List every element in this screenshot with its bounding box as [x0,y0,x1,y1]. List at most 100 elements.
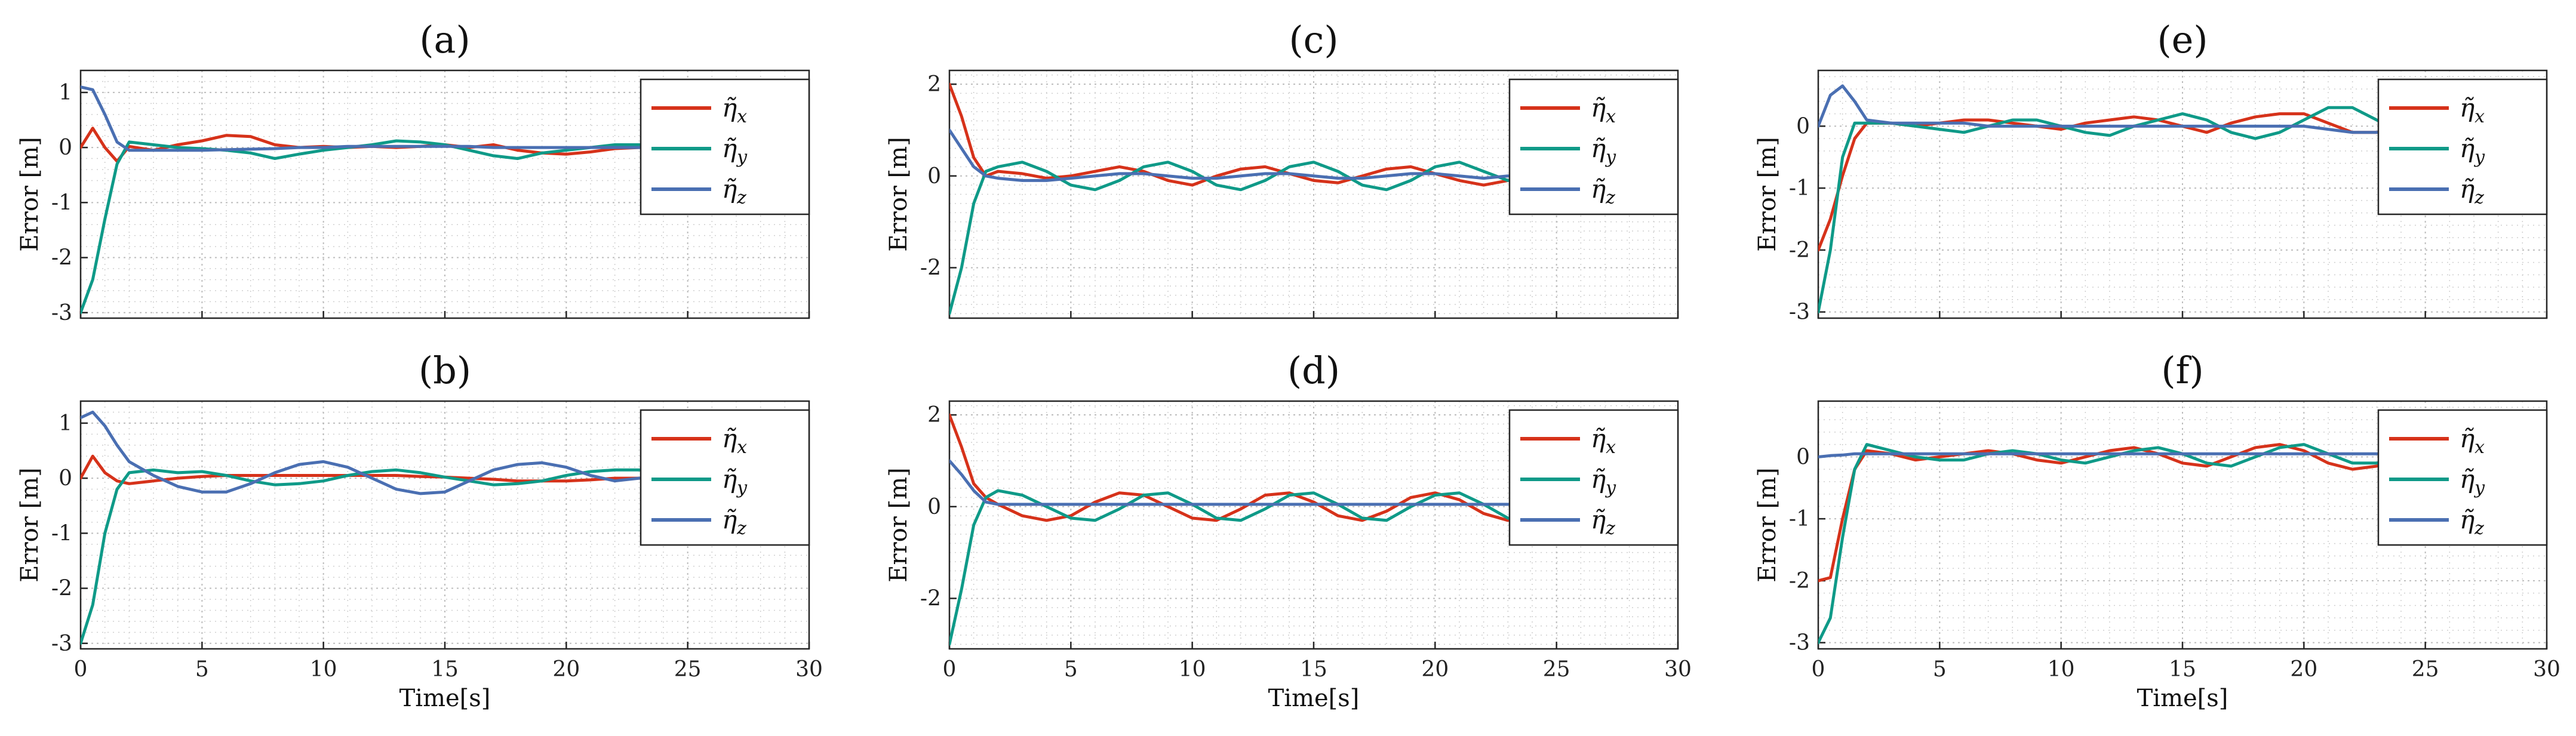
chart-panel-e: -3 -2 -1 0 (e) Error [m] η̃x η̃y η̃z [1754,18,2548,325]
legend-entry: η̃x [2460,424,2485,458]
x-tick-label: 10 [2048,657,2075,682]
y-tick-label: -2 [1789,238,1810,263]
chart-title: (c) [1289,18,1338,61]
y-tick-label: 0 [1796,445,1810,469]
legend-entry: η̃y [2460,134,2485,168]
y-tick-label: -3 [51,301,72,325]
legend-box [2377,78,2548,215]
x-tick-label: 0 [943,657,957,682]
x-tick-label: 15 [2169,657,2196,682]
y-tick-label: 1 [59,81,72,105]
y-axis-label: Error [m] [1754,137,1781,252]
x-tick-label: 10 [1179,657,1206,682]
y-tick-label: -2 [920,255,941,280]
series-line-x [949,413,1534,522]
y-tick-label: -2 [920,586,941,611]
y-tick-label: 1 [59,411,72,436]
x-tick-label: 25 [1543,657,1570,682]
y-axis-label: Error [m] [16,467,44,583]
y-axis-label: Error [m] [885,467,912,583]
y-axis-label: Error [m] [1754,467,1781,583]
x-tick-label: 5 [195,657,209,682]
legend-entry: η̃y [1591,134,1616,168]
y-tick-label: -1 [51,190,72,215]
x-tick-label: 30 [795,657,823,682]
y-tick-label: -2 [51,246,72,270]
y-tick-label: 0 [1796,114,1810,138]
x-tick-label: 15 [431,657,459,682]
y-tick-label: 2 [927,72,941,97]
x-tick-label: 0 [74,657,88,682]
chart-title: (a) [419,18,470,61]
x-tick-label: 10 [310,657,337,682]
series-line-z [81,410,665,495]
x-tick-label: 0 [1812,657,1825,682]
series-line-z [1818,452,2403,458]
x-tick-label: 20 [552,657,580,682]
series-line-y [949,489,1534,646]
legend-entry: η̃x [722,424,747,458]
chart-title: (d) [1287,349,1340,392]
legend-entry: η̃y [722,134,748,168]
y-tick-label: -1 [1789,507,1810,531]
legend-entry: η̃z [722,174,746,208]
y-tick-label: -2 [1789,569,1810,593]
series-line-y [949,161,1534,315]
x-tick-label: 20 [1421,657,1449,682]
x-tick-label: 15 [1300,657,1327,682]
y-axis-label: Error [m] [885,137,912,252]
y-tick-label: 0 [59,136,72,160]
legend-entry: η̃z [2460,174,2484,208]
chart-panel-d: 0 5 10 15 20 25 30 -2 0 2 (d) Error [m] Time[s] η̃x η̃… [885,349,1692,712]
x-tick-label: 25 [2412,657,2439,682]
legend-entry: η̃z [1591,174,1615,208]
series-line-y [1818,443,2403,645]
legend-entry: η̃y [1591,464,1616,498]
series-line-x [1818,443,2403,583]
chart-panel-b: 0 5 10 15 20 25 30 -3 -2 -1 0 1 (b) Error [m] Time[s] η… [16,349,823,712]
series-line-y [1818,106,2403,314]
legend-entry: η̃x [722,93,747,127]
legend-entry: η̃x [1591,93,1616,127]
series-line-x [949,82,1534,187]
chart-title: (e) [2157,18,2208,61]
series-line-z [81,85,665,152]
x-tick-label: 30 [2533,657,2560,682]
series-line-z [949,128,1534,182]
chart-panel-a: -3 -2 -1 0 1 (a) Error [m] η̃x η̃y η̃z [16,18,810,325]
legend-entry: η̃x [2460,93,2485,127]
y-tick-label: 0 [927,495,941,519]
x-axis-label: Time[s] [2137,685,2228,712]
y-axis-label: Error [m] [16,137,44,252]
y-tick-label: -1 [51,521,72,546]
y-tick-label: 0 [927,164,941,189]
y-tick-label: 0 [59,466,72,491]
y-tick-label: -2 [51,577,72,601]
legend-entry: η̃z [2460,505,2484,539]
legend-entry: η̃x [1591,424,1616,458]
x-tick-label: 20 [2290,657,2317,682]
legend-entry: η̃z [1591,505,1615,539]
legend-entry: η̃z [722,505,746,539]
legend-entry: η̃y [722,464,748,498]
legend-box [1508,78,1679,215]
y-tick-label: -1 [1789,176,1810,201]
x-axis-label: Time[s] [1268,685,1360,712]
x-tick-label: 25 [674,657,702,682]
chart-panel-c: -2 0 2 (c) Error [m] η̃x η̃y η̃z [885,18,1679,319]
y-tick-label: -3 [1789,300,1810,325]
y-tick-label: -3 [51,632,72,656]
x-tick-label: 5 [1933,657,1947,682]
series-line-y [81,468,665,645]
chart-panel-f: 0 5 10 15 20 25 30 -3 -2 -1 0 (f) Error [m] Time[s] η̃… [1754,349,2560,712]
series-line-z [949,459,1534,506]
x-axis-label: Time[s] [399,685,491,712]
y-tick-label: 2 [927,403,941,427]
x-tick-label: 30 [1664,657,1692,682]
x-tick-label: 5 [1064,657,1078,682]
chart-title: (f) [2161,349,2203,392]
y-tick-label: -3 [1789,631,1810,655]
legend-entry: η̃y [2460,464,2485,498]
chart-title: (b) [419,349,471,392]
